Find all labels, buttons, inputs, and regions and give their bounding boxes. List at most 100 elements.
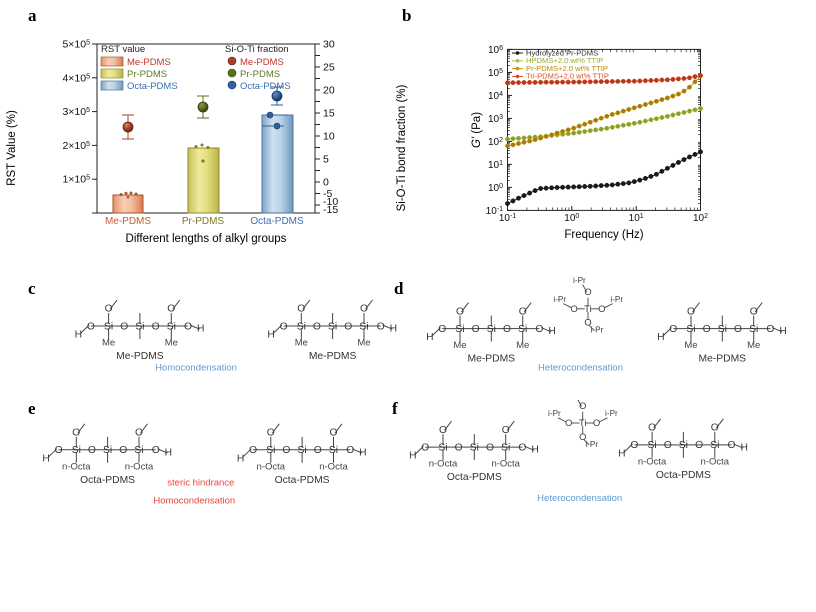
svg-text:O: O xyxy=(152,321,160,332)
svg-text:Homocondensation: Homocondensation xyxy=(155,362,237,373)
svg-text:Si: Si xyxy=(455,324,464,335)
svg-text:O: O xyxy=(119,445,127,456)
svg-text:4×105: 4×105 xyxy=(62,72,90,84)
svg-text:O: O xyxy=(438,324,446,335)
svg-text:5×105: 5×105 xyxy=(62,39,90,51)
svg-text:Si: Si xyxy=(266,445,275,456)
svg-text:O: O xyxy=(88,445,96,456)
svg-text:10-1: 10-1 xyxy=(499,213,516,225)
svg-text:O: O xyxy=(282,445,290,456)
svg-text:102: 102 xyxy=(693,213,708,225)
svg-text:Tri-PDMS+2.0 wt% TTIP: Tri-PDMS+2.0 wt% TTIP xyxy=(526,72,609,81)
svg-text:104: 104 xyxy=(488,90,503,102)
svg-text:G' (Pa): G' (Pa) xyxy=(471,112,483,148)
svg-text:H: H xyxy=(42,453,49,464)
svg-text:O: O xyxy=(630,440,638,451)
svg-text:Octa-PDMS: Octa-PDMS xyxy=(240,81,291,92)
svg-text:Me-PDMS: Me-PDMS xyxy=(468,354,516,365)
svg-text:Si: Si xyxy=(438,442,447,453)
svg-text:Si: Si xyxy=(135,321,144,332)
svg-text:n-Octa: n-Octa xyxy=(257,461,286,472)
svg-text:O: O xyxy=(120,321,128,332)
svg-text:Si: Si xyxy=(297,321,306,332)
svg-text:Heterocondensation: Heterocondensation xyxy=(538,362,623,373)
svg-text:Si: Si xyxy=(718,324,727,335)
svg-text:Si: Si xyxy=(328,321,337,332)
svg-text:1×105: 1×105 xyxy=(62,174,90,186)
svg-text:102: 102 xyxy=(488,136,503,148)
svg-text:O: O xyxy=(502,425,510,436)
svg-text:H: H xyxy=(657,332,664,343)
svg-text:O: O xyxy=(87,321,95,332)
svg-text:H: H xyxy=(267,330,274,341)
svg-text:Pr-PDMS: Pr-PDMS xyxy=(127,69,167,80)
svg-text:steric hindrance: steric hindrance xyxy=(167,478,234,489)
svg-text:Me-PDMS: Me-PDMS xyxy=(105,216,151,227)
svg-text:100: 100 xyxy=(564,213,579,225)
svg-text:n-Octa: n-Octa xyxy=(125,461,154,472)
svg-text:101: 101 xyxy=(629,213,644,225)
svg-text:Me-PDMS: Me-PDMS xyxy=(127,57,171,68)
svg-text:O: O xyxy=(249,445,257,456)
svg-text:25: 25 xyxy=(323,62,335,74)
svg-text:106: 106 xyxy=(488,44,503,56)
svg-text:O: O xyxy=(313,321,321,332)
svg-text:O: O xyxy=(486,442,494,453)
svg-text:O: O xyxy=(750,306,758,317)
svg-text:Me-PDMS: Me-PDMS xyxy=(309,351,357,362)
svg-text:i-Pr: i-Pr xyxy=(591,326,604,335)
svg-text:Si: Si xyxy=(470,442,479,453)
svg-text:Si: Si xyxy=(518,324,527,335)
svg-text:Me-PDMS: Me-PDMS xyxy=(116,351,164,362)
svg-text:O: O xyxy=(472,324,480,335)
svg-text:H: H xyxy=(618,448,625,459)
svg-text:Octa-PDMS: Octa-PDMS xyxy=(250,216,304,227)
svg-text:Si: Si xyxy=(298,445,307,456)
svg-text:Si: Si xyxy=(167,321,176,332)
svg-text:O: O xyxy=(152,445,160,456)
svg-text:100: 100 xyxy=(488,182,503,194)
svg-text:Si: Si xyxy=(749,324,758,335)
svg-text:-15: -15 xyxy=(323,204,338,216)
svg-text:O: O xyxy=(167,304,175,315)
svg-text:H: H xyxy=(75,330,82,341)
svg-text:O: O xyxy=(456,306,464,317)
svg-text:105: 105 xyxy=(488,67,503,79)
svg-text:O: O xyxy=(766,324,774,335)
svg-text:Si: Si xyxy=(679,440,688,451)
svg-text:O: O xyxy=(439,425,447,436)
svg-text:O: O xyxy=(297,304,305,315)
svg-text:H: H xyxy=(165,447,172,458)
svg-text:O: O xyxy=(267,428,275,439)
svg-text:Si: Si xyxy=(359,321,368,332)
svg-text:Si: Si xyxy=(72,445,81,456)
svg-text:0: 0 xyxy=(323,177,329,189)
svg-text:O: O xyxy=(648,423,656,434)
svg-text:O: O xyxy=(55,445,63,456)
svg-text:Heterocondensation: Heterocondensation xyxy=(537,493,622,504)
svg-text:101: 101 xyxy=(488,159,503,171)
svg-text:n-Octa: n-Octa xyxy=(701,456,730,467)
svg-text:H: H xyxy=(359,447,366,458)
svg-text:Si: Si xyxy=(134,445,143,456)
svg-text:O: O xyxy=(669,324,677,335)
svg-text:O: O xyxy=(664,440,672,451)
svg-text:O: O xyxy=(329,428,337,439)
svg-text:3×105: 3×105 xyxy=(62,106,90,118)
svg-text:10: 10 xyxy=(323,131,335,143)
svg-text:Si: Si xyxy=(103,445,112,456)
svg-text:Me: Me xyxy=(165,338,178,349)
svg-text:O: O xyxy=(72,428,80,439)
svg-text:Si: Si xyxy=(487,324,496,335)
svg-text:Pr-PDMS: Pr-PDMS xyxy=(182,216,225,227)
svg-text:15: 15 xyxy=(323,108,335,120)
svg-text:i-Pr: i-Pr xyxy=(610,295,623,304)
svg-text:H: H xyxy=(237,453,244,464)
svg-text:O: O xyxy=(135,428,143,439)
svg-text:H: H xyxy=(548,326,555,337)
svg-text:Octa-PDMS: Octa-PDMS xyxy=(127,81,178,92)
svg-text:O: O xyxy=(584,287,591,297)
svg-text:Si-O-Ti bond fraction (%): Si-O-Ti bond fraction (%) xyxy=(396,84,408,211)
svg-text:Me: Me xyxy=(357,338,370,349)
svg-text:Me: Me xyxy=(102,338,115,349)
